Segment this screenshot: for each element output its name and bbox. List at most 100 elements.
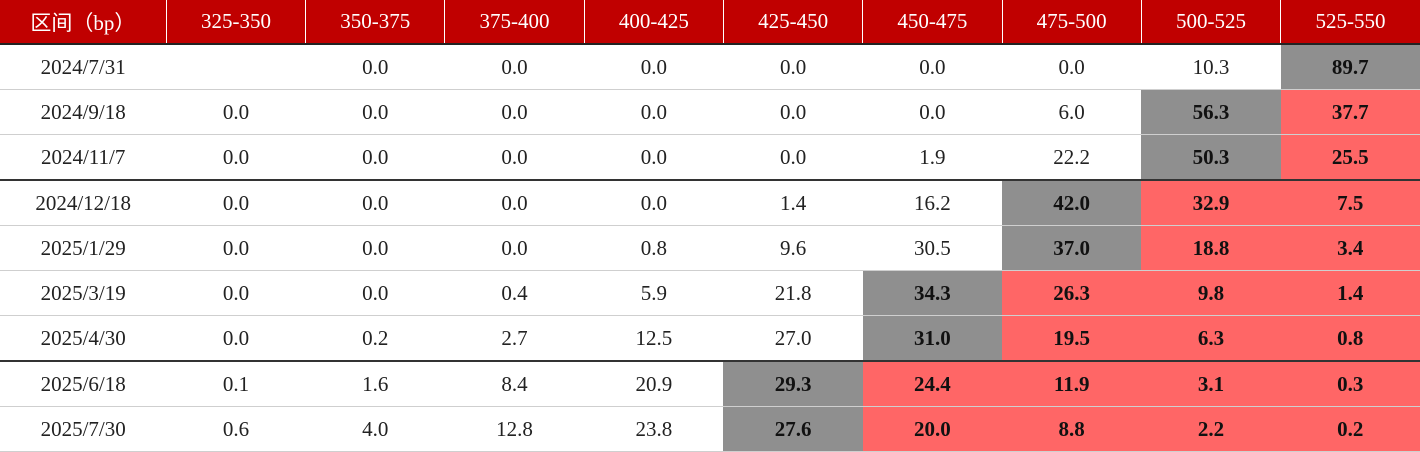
table-row: 2025/6/18 0.1 1.6 8.4 20.9 29.3 24.4 11.9 3.1 0.3: [0, 361, 1420, 407]
probability-cell: 16.2: [862, 180, 1003, 226]
probability-cell: 0.0: [305, 180, 445, 226]
probability-cell: 0.0: [305, 44, 445, 90]
probability-cell: 0.0: [723, 134, 863, 181]
probability-cell: 2.2: [1141, 406, 1281, 452]
probability-cell: 1.6: [305, 361, 445, 407]
probability-cell: 0.8: [584, 225, 724, 271]
header-range-label: 区间（bp）: [0, 0, 167, 45]
table-row: 2024/11/7 0.0 0.0 0.0 0.0 0.0 1.9 22.2 50.3 25.5: [0, 134, 1420, 181]
header-col-450-475: 450-475: [862, 0, 1003, 45]
probability-cell: 0.0: [305, 270, 445, 316]
header-col-375-400: 375-400: [444, 0, 585, 45]
probability-cell: 4.0: [305, 406, 445, 452]
table-row: 2025/4/30 0.0 0.2 2.7 12.5 27.0 31.0 19.5 6.3 0.8: [0, 315, 1420, 362]
probability-cell: 26.3: [1002, 270, 1142, 316]
probability-cell: 20.9: [584, 361, 724, 407]
probability-cell: 0.0: [444, 225, 585, 271]
probability-cell: 25.5: [1280, 134, 1420, 181]
probability-cell: 27.0: [723, 315, 863, 362]
probability-cell: 0.0: [1002, 44, 1142, 90]
probability-cell: 37.0: [1002, 225, 1142, 271]
table-row: 2024/12/18 0.0 0.0 0.0 0.0 1.4 16.2 42.0 32.9 7.5: [0, 180, 1420, 226]
probability-cell: 0.1: [166, 361, 306, 407]
probability-cell: 1.4: [723, 180, 863, 226]
probability-cell: 0.0: [305, 225, 445, 271]
header-row: 区间（bp） 325-350 350-375 375-400 400-425 4…: [0, 0, 1420, 45]
header-col-500-525: 500-525: [1140, 0, 1281, 45]
probability-cell: 0.0: [305, 134, 445, 181]
probability-cell: 42.0: [1002, 180, 1142, 226]
probability-cell: 32.9: [1141, 180, 1281, 226]
probability-cell: 0.0: [584, 89, 724, 135]
probability-cell: 0.0: [862, 89, 1003, 135]
probability-cell: 1.9: [862, 134, 1003, 181]
probability-cell: 0.4: [444, 270, 585, 316]
row-date-cell: 2024/11/7: [0, 134, 167, 181]
probability-cell: 27.6: [723, 406, 863, 452]
row-date-cell: 2025/4/30: [0, 315, 167, 362]
probability-cell: 11.9: [1002, 361, 1142, 407]
probability-cell: 0.0: [166, 180, 306, 226]
row-date-cell: 2025/1/29: [0, 225, 167, 271]
probability-cell: 0.0: [723, 44, 863, 90]
probability-cell: 0.0: [444, 134, 585, 181]
probability-cell: 0.0: [444, 180, 585, 226]
probability-cell: 5.9: [584, 270, 724, 316]
header-col-400-425: 400-425: [583, 0, 724, 45]
probability-cell: 89.7: [1280, 44, 1420, 90]
probability-cell: 23.8: [584, 406, 724, 452]
header-col-525-550: 525-550: [1280, 0, 1420, 45]
probability-cell: 2.7: [444, 315, 585, 362]
probability-cell: 0.8: [1280, 315, 1420, 362]
probability-cell: 0.0: [166, 270, 306, 316]
probability-cell: 3.4: [1280, 225, 1420, 271]
probability-cell: 9.6: [723, 225, 863, 271]
header-col-350-375: 350-375: [305, 0, 445, 45]
probability-cell: 1.4: [1280, 270, 1420, 316]
table-row: 2025/1/29 0.0 0.0 0.0 0.8 9.6 30.5 37.0 18.8 3.4: [0, 225, 1420, 271]
probability-cell: 20.0: [862, 406, 1003, 452]
table-header: 区间（bp） 325-350 350-375 375-400 400-425 4…: [0, 0, 1420, 45]
table-row: 2024/7/31 0.0 0.0 0.0 0.0 0.0 0.0 10.3 89.7: [0, 44, 1420, 90]
probability-cell: 30.5: [862, 225, 1003, 271]
probability-cell: 0.0: [584, 44, 724, 90]
probability-cell: 0.0: [166, 315, 306, 362]
row-date-cell: 2025/7/30: [0, 406, 167, 452]
header-col-475-500: 475-500: [1001, 0, 1142, 45]
probability-cell: 19.5: [1002, 315, 1142, 362]
row-date-cell: 2025/3/19: [0, 270, 167, 316]
probability-cell: 0.2: [1280, 406, 1420, 452]
probability-cell: 9.8: [1141, 270, 1281, 316]
probability-cell: 6.3: [1141, 315, 1281, 362]
row-date-cell: 2024/7/31: [0, 44, 167, 90]
probability-cell: 34.3: [862, 270, 1003, 316]
probability-cell: 50.3: [1141, 134, 1281, 181]
probability-cell: 0.6: [166, 406, 306, 452]
table-row: 2024/9/18 0.0 0.0 0.0 0.0 0.0 0.0 6.0 56.3 37.7: [0, 89, 1420, 135]
probability-cell: 0.0: [166, 89, 306, 135]
header-col-425-450: 425-450: [722, 0, 863, 45]
table-row: 2025/7/30 0.6 4.0 12.8 23.8 27.6 20.0 8.8 2.2 0.2: [0, 406, 1420, 452]
probability-cell: 3.1: [1141, 361, 1281, 407]
probability-cell: 0.0: [584, 134, 724, 181]
probability-cell: 0.3: [1280, 361, 1420, 407]
probability-cell: 37.7: [1280, 89, 1420, 135]
probability-cell: 0.0: [444, 44, 585, 90]
probability-cell: 18.8: [1141, 225, 1281, 271]
probability-cell: [166, 44, 306, 90]
probability-cell: 8.4: [444, 361, 585, 407]
header-col-325-350: 325-350: [165, 0, 306, 45]
probability-cell: 31.0: [862, 315, 1003, 362]
probability-cell: 10.3: [1141, 44, 1281, 90]
probability-cell: 12.5: [584, 315, 724, 362]
probability-cell: 0.0: [166, 134, 306, 181]
probability-cell: 56.3: [1141, 89, 1281, 135]
probability-cell: 24.4: [862, 361, 1003, 407]
row-date-cell: 2024/12/18: [0, 180, 167, 226]
probability-cell: 12.8: [444, 406, 585, 452]
probability-cell: 22.2: [1002, 134, 1142, 181]
probability-cell: 29.3: [723, 361, 863, 407]
row-date-cell: 2025/6/18: [0, 361, 167, 407]
probability-cell: 0.0: [305, 89, 445, 135]
